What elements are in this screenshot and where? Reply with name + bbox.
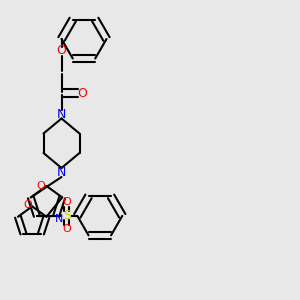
Text: O: O	[62, 224, 71, 234]
Text: O: O	[36, 181, 45, 191]
Text: O: O	[62, 197, 71, 207]
Text: O: O	[57, 44, 66, 58]
Text: N: N	[57, 166, 66, 179]
Text: S: S	[63, 209, 71, 222]
Text: N: N	[57, 107, 66, 121]
Text: N: N	[55, 214, 63, 224]
Text: O: O	[23, 200, 32, 210]
Text: O: O	[78, 86, 87, 100]
